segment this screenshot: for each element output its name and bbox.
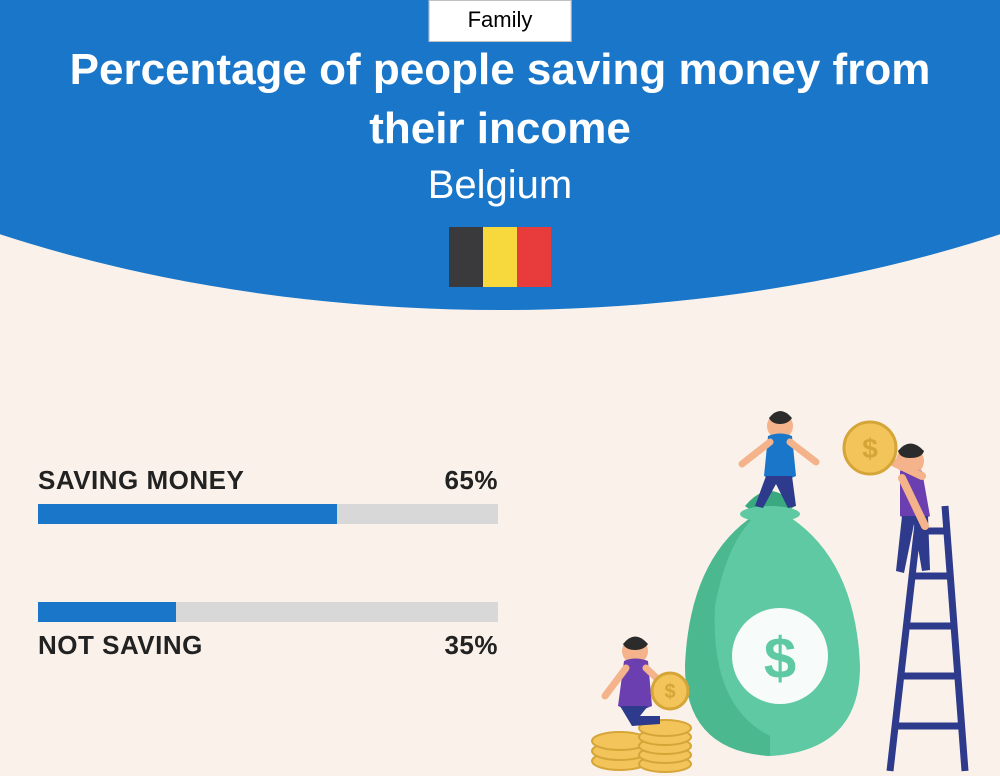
- bar-fill: [38, 602, 176, 622]
- bar-chart: SAVING MONEY 65% NOT SAVING 35%: [38, 465, 498, 739]
- svg-text:$: $: [664, 681, 675, 703]
- bar-fill: [38, 504, 337, 524]
- bar-label: NOT SAVING: [38, 630, 203, 661]
- bar-track: [38, 602, 498, 622]
- category-tag: Family: [429, 0, 572, 42]
- belgium-flag-icon: [449, 227, 551, 287]
- bar-label: SAVING MONEY: [38, 465, 244, 496]
- coin-stack-icon: [592, 720, 691, 772]
- country-name: Belgium: [0, 163, 1000, 208]
- header-text: Percentage of people saving money from t…: [0, 40, 1000, 208]
- flag-stripe-black: [449, 227, 483, 287]
- bar-track: [38, 504, 498, 524]
- person-sitting-icon: $: [605, 637, 688, 727]
- flag-stripe-yellow: [483, 227, 517, 287]
- dollar-sign-icon: $: [764, 626, 796, 691]
- flag-stripe-red: [517, 227, 551, 287]
- money-bag-icon: $: [685, 491, 860, 756]
- svg-text:$: $: [862, 433, 878, 464]
- bar-value: 35%: [444, 630, 498, 661]
- bar-not-saving: NOT SAVING 35%: [38, 602, 498, 661]
- page-title: Percentage of people saving money from t…: [0, 40, 1000, 159]
- bar-saving-money: SAVING MONEY 65%: [38, 465, 498, 524]
- bar-value: 65%: [444, 465, 498, 496]
- money-bag-illustration: $ $ $: [570, 406, 990, 776]
